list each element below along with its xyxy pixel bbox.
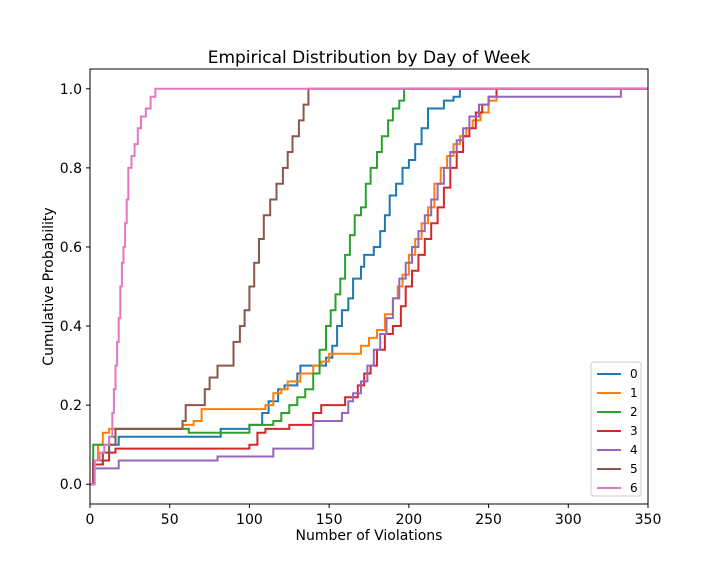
series-line-0	[90, 87, 648, 486]
series-line-5	[90, 87, 648, 486]
legend: 0 1 2 3 4 5 6	[590, 361, 642, 497]
legend-label-2: 2	[630, 405, 638, 419]
x-tick-label: 200	[395, 512, 422, 528]
legend-label-6: 6	[630, 481, 638, 495]
series-line-4	[90, 87, 648, 486]
x-tick-label: 100	[236, 512, 263, 528]
y-tick-label: 1.0	[60, 82, 82, 98]
legend-label-5: 5	[630, 462, 638, 476]
plot-area	[90, 69, 648, 504]
legend-label-3: 3	[630, 424, 638, 438]
series-line-1	[90, 87, 648, 486]
y-tick-label: 0.0	[60, 477, 82, 493]
series-line-6	[90, 87, 648, 486]
x-axis-label: Number of Violations	[296, 528, 443, 544]
y-tick-label: 0.6	[60, 240, 82, 256]
x-tick-label: 350	[635, 512, 662, 528]
x-tick-label: 300	[555, 512, 582, 528]
y-axis-label: Cumulative Probability	[41, 207, 57, 365]
legend-label-4: 4	[630, 443, 638, 457]
chart-title: Empirical Distribution by Day of Week	[208, 48, 531, 68]
x-axis-ticks: 0 50 100 150 200 250 300 350	[86, 504, 662, 528]
y-tick-label: 0.4	[60, 319, 82, 335]
y-tick-label: 0.8	[60, 161, 82, 177]
legend-label-0: 0	[630, 367, 638, 381]
x-tick-label: 150	[316, 512, 343, 528]
legend-label-1: 1	[630, 386, 638, 400]
x-tick-label: 50	[161, 512, 179, 528]
series-line-3	[90, 87, 648, 486]
series-line-2	[90, 87, 648, 486]
series-layer	[90, 87, 648, 486]
plot-frame	[89, 68, 649, 505]
y-tick-label: 0.2	[60, 398, 82, 414]
x-tick-label: 0	[86, 512, 95, 528]
y-axis-ticks: 0.0 0.2 0.4 0.6 0.8 1.0	[60, 82, 90, 493]
legend-box	[590, 361, 642, 497]
x-tick-label: 250	[475, 512, 502, 528]
